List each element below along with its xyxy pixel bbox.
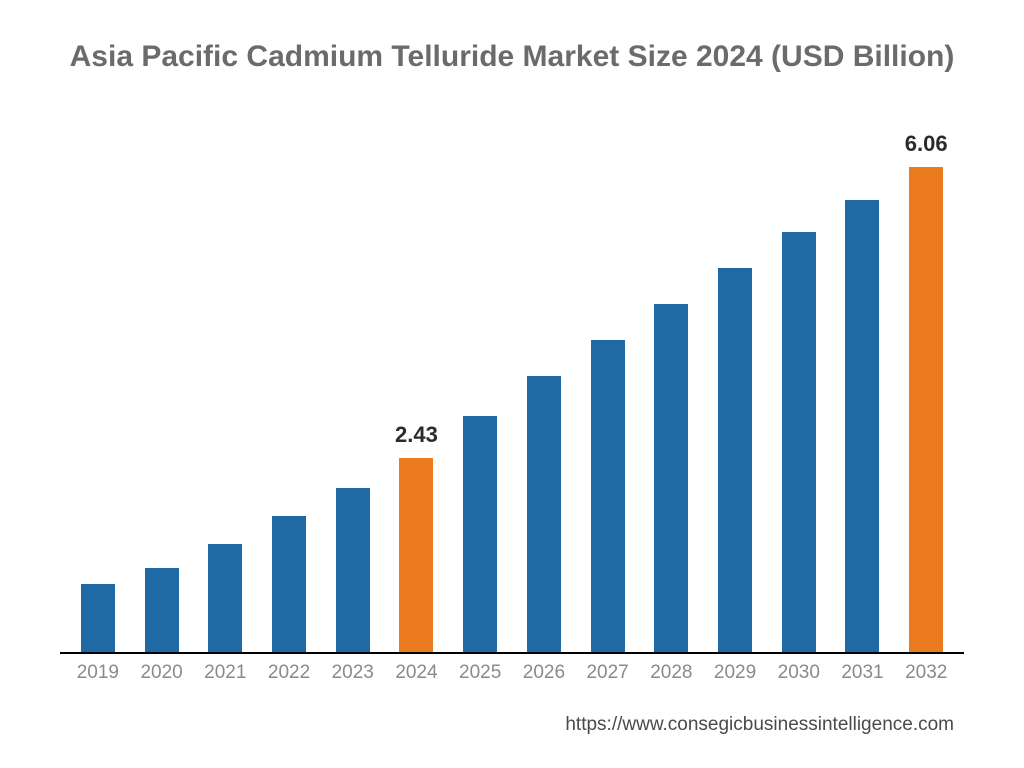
x-axis-label: 2026 [512, 662, 576, 684]
bar-slot [257, 134, 321, 652]
bar [272, 516, 306, 652]
chart-container: Asia Pacific Cadmium Telluride Market Si… [0, 0, 1024, 768]
x-axis-label: 2028 [639, 662, 703, 684]
bars-group: 2.43 6.06 [60, 134, 964, 652]
x-axis-label: 2022 [257, 662, 321, 684]
x-axis-labels: 2019202020212022202320242025202620272028… [60, 662, 964, 684]
x-axis-label: 2019 [66, 662, 130, 684]
x-axis-label: 2030 [767, 662, 831, 684]
bar-slot [831, 134, 895, 652]
bar [909, 167, 943, 652]
x-axis-label: 2020 [130, 662, 194, 684]
bar [208, 544, 242, 652]
bar-value-label: 6.06 [905, 131, 948, 157]
bar-slot: 2.43 [385, 134, 449, 652]
bar [463, 416, 497, 652]
bar [399, 458, 433, 652]
bar [145, 568, 179, 652]
x-axis-label: 2021 [193, 662, 257, 684]
x-axis-label: 2032 [894, 662, 958, 684]
bar-slot [576, 134, 640, 652]
bar-slot [767, 134, 831, 652]
bar-slot [512, 134, 576, 652]
x-axis-label: 2025 [448, 662, 512, 684]
x-axis-label: 2024 [385, 662, 449, 684]
source-url: https://www.consegicbusinessintelligence… [30, 714, 994, 736]
x-axis-label: 2029 [703, 662, 767, 684]
x-axis-label: 2023 [321, 662, 385, 684]
bar-slot [193, 134, 257, 652]
bar [527, 376, 561, 652]
bar [845, 200, 879, 652]
bar-slot: 6.06 [894, 134, 958, 652]
bar-slot [639, 134, 703, 652]
bar-slot [321, 134, 385, 652]
bar-slot [703, 134, 767, 652]
bar [718, 268, 752, 652]
x-axis-label: 2027 [576, 662, 640, 684]
bar-value-label: 2.43 [395, 422, 438, 448]
bar [654, 304, 688, 652]
bar-slot [130, 134, 194, 652]
plot-area: 2.43 6.06 [60, 134, 964, 654]
bar [782, 232, 816, 652]
bar-slot [448, 134, 512, 652]
bar [591, 340, 625, 652]
x-axis-label: 2031 [831, 662, 895, 684]
bar-slot [66, 134, 130, 652]
bar [81, 584, 115, 652]
chart-title: Asia Pacific Cadmium Telluride Market Si… [30, 40, 994, 74]
bar [336, 488, 370, 652]
